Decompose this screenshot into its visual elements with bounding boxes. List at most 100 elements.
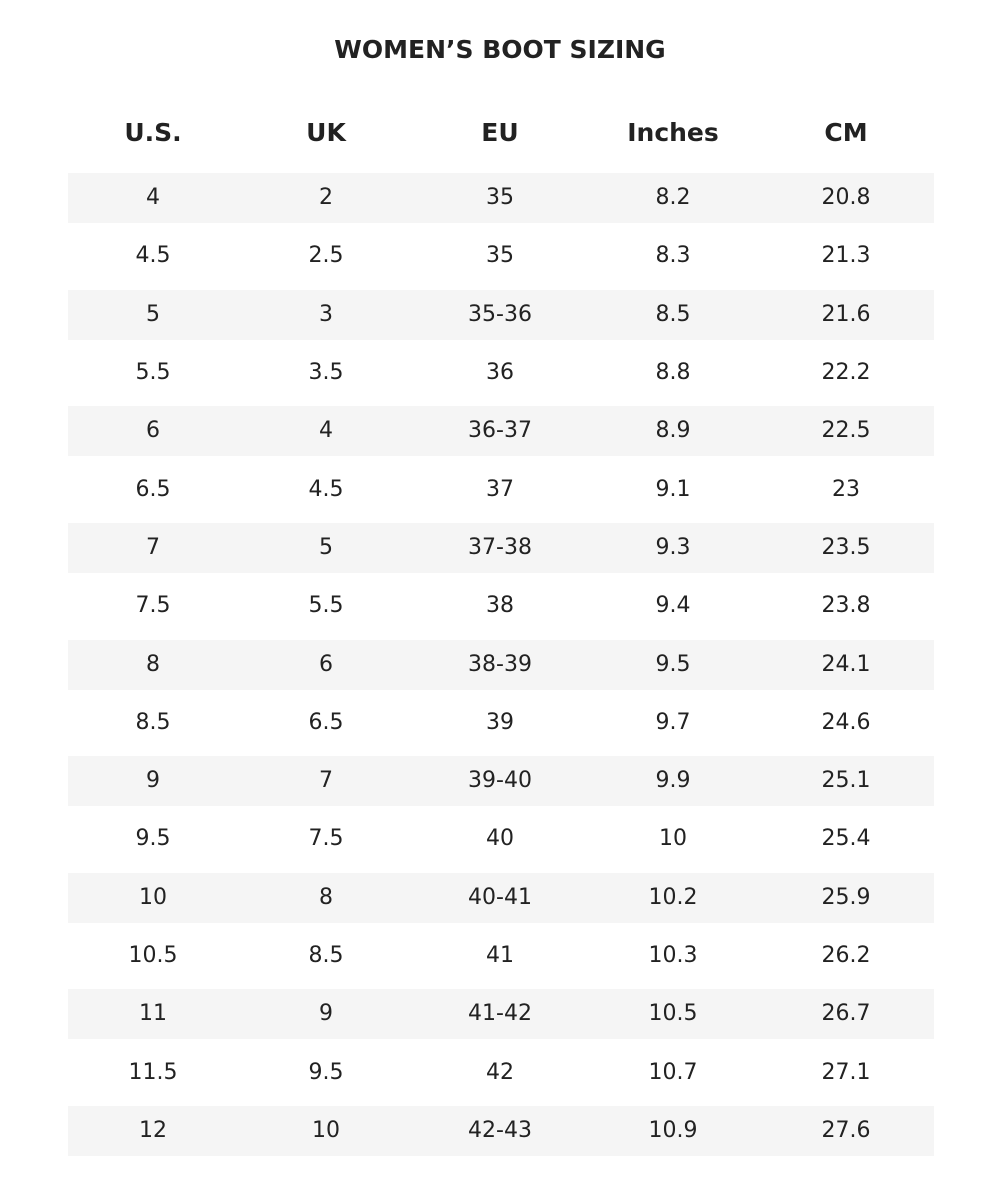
table-cell: 12 [139,1118,167,1143]
table-cell: 5.5 [135,359,171,385]
table-cell: 35-36 [468,301,532,327]
row-background [68,1106,934,1156]
table-cell: 37-38 [468,534,532,560]
table-cell: 10.2 [648,884,698,910]
table-cell: 8.5 [308,943,344,969]
table-cell: 42-43 [468,1118,532,1143]
table-cell: 10 [312,1118,340,1143]
row-background [68,989,934,1040]
table-cell: 5 [146,301,160,327]
table-cell: 10.5 [128,943,178,969]
column-header: Inches [627,118,719,147]
table-cell: 38 [486,593,514,619]
table-cell: 6.5 [308,709,344,735]
table-cell: 42 [486,1059,514,1085]
table-cell: 4 [146,185,160,210]
table-cell: 39 [486,709,514,735]
table-cell: 11.5 [128,1059,178,1085]
table-cell: 6.5 [135,476,171,502]
row-background [68,872,934,923]
table-cell: 10 [139,884,167,910]
table-cell: 9.5 [308,1059,344,1085]
table-cell: 9 [146,768,160,794]
table-cell: 9.5 [135,826,171,852]
table-cell: 10.3 [648,943,698,969]
table-cell: 9.3 [655,534,691,560]
table-cell: 8 [146,651,160,677]
table-cell: 37 [486,476,514,502]
row-background [68,173,934,223]
table-cell: 9 [319,1001,333,1027]
table-cell: 24.1 [821,651,871,677]
table-cell: 4.5 [308,476,344,502]
table-cell: 39-40 [468,768,532,794]
table-cell: 8.8 [655,359,691,385]
table-cell: 8.5 [655,301,691,327]
table-cell: 8.9 [655,418,691,444]
table-cell: 6 [146,418,160,444]
table-cell: 21.3 [821,243,871,269]
table-cell: 11 [139,1001,167,1027]
table-cell: 8 [319,884,333,910]
table-cell: 35 [486,185,514,210]
table-cell: 20.8 [821,185,871,210]
table-cell: 4 [319,418,333,444]
table-cell: 22.5 [821,418,871,444]
table-cell: 4.5 [135,243,171,269]
table-cell: 10.5 [648,1001,698,1027]
table-cell: 9.9 [655,768,691,794]
table-cell: 22.2 [821,359,871,385]
table-cell: 23.5 [821,534,871,560]
table-cell: 3.5 [308,359,344,385]
table-cell: 41-42 [468,1001,532,1027]
table-cell: 25.9 [821,884,871,910]
table-cell: 40-41 [468,884,532,910]
row-background [68,522,934,573]
table-cell: 27.6 [821,1118,871,1143]
table-cell: 9.5 [655,651,691,677]
row-background [68,289,934,340]
table-cell: 26.2 [821,943,871,969]
table-cell: 21.6 [821,301,871,327]
table-cell: 7 [146,534,160,560]
table-cell: 5 [319,534,333,560]
table-cell: 10.7 [648,1059,698,1085]
table-cell: 26.7 [821,1001,871,1027]
table-cell: 3 [319,301,333,327]
row-background [68,639,934,690]
table-cell: 5.5 [308,593,344,619]
table-cell: 38-39 [468,651,532,677]
table-cell: 40 [486,826,514,852]
row-background [68,406,934,457]
table-cell: 36-37 [468,418,532,444]
table-cell: 6 [319,651,333,677]
table-cell: 24.6 [821,709,871,735]
table-cell: 9.7 [655,709,691,735]
table-cell: 23.8 [821,593,871,619]
table-cell: 8.5 [135,709,171,735]
table-cell: 9.1 [655,476,691,502]
table-cell: 25.4 [821,826,871,852]
table-cell: 7 [319,768,333,794]
column-header: UK [306,118,346,147]
table-cell: 36 [486,359,514,385]
table-cell: 8.2 [655,185,691,210]
table-cell: 41 [486,943,514,969]
table-cell: 8.3 [655,243,691,269]
table-cell: 2 [319,185,333,210]
column-header: CM [824,118,868,147]
table-cell: 2.5 [308,243,344,269]
table-cell: 7.5 [135,593,171,619]
page-title: WOMEN’S BOOT SIZING [334,35,666,64]
table-cell: 10 [659,826,687,852]
table-cell: 25.1 [821,768,871,794]
row-background [68,756,934,807]
table-cell: 7.5 [308,826,344,852]
column-header: EU [481,118,519,147]
table-cell: 10.9 [648,1118,698,1143]
table-cell: 27.1 [821,1059,871,1085]
column-header: U.S. [124,118,182,147]
table-cell: 35 [486,243,514,269]
table-cell: 9.4 [655,593,691,619]
